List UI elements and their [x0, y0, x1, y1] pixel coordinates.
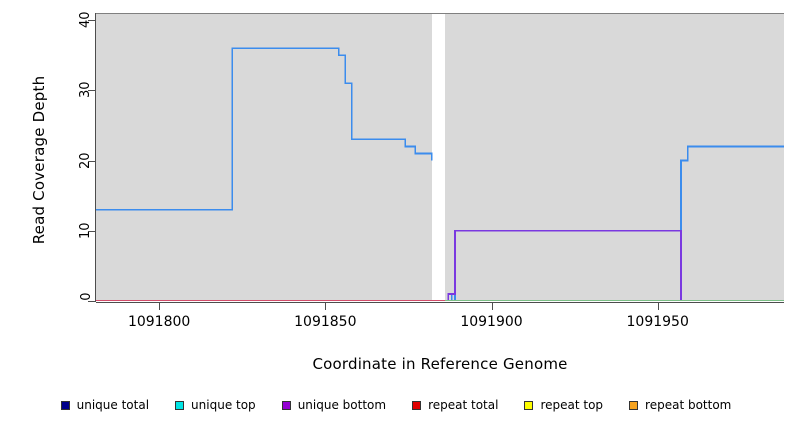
y-tick-mark — [88, 90, 95, 92]
legend-swatch-icon — [412, 400, 422, 410]
legend-label: repeat total — [428, 398, 499, 412]
legend-swatch-icon — [60, 400, 70, 410]
series-line-unique-bottom — [444, 229, 682, 301]
legend-label: unique top — [191, 398, 256, 412]
y-axis-line — [95, 13, 96, 302]
x-axis-title: Coordinate in Reference Genome — [312, 355, 568, 373]
no-data-gap-band — [431, 13, 445, 301]
legend-item-repeat-total[interactable]: repeat total — [412, 398, 498, 412]
y-tick-mark — [88, 230, 95, 232]
legend-swatch-icon — [524, 400, 534, 410]
legend-label: repeat bottom — [645, 398, 732, 412]
y-axis-title: Read Coverage Depth — [30, 75, 48, 245]
y-tick-label: 20 — [78, 152, 94, 169]
legend-label: repeat top — [540, 398, 604, 412]
legend-swatch-icon — [281, 400, 291, 410]
series-line-unique-total — [444, 145, 784, 301]
series-line-unique-total — [96, 47, 433, 211]
y-tick-mark — [88, 301, 95, 302]
legend-swatch-icon — [175, 400, 185, 410]
series-layer — [96, 47, 784, 301]
legend-item-repeat-top[interactable]: repeat top — [524, 398, 603, 412]
legend-swatch-icon — [629, 400, 639, 410]
legend-label: unique bottom — [297, 398, 387, 412]
legend-item-unique-top[interactable]: unique top — [175, 398, 256, 412]
x-tick-label: 1091900 — [460, 314, 523, 330]
y-tick-mark — [88, 20, 95, 22]
legend-item-unique-total[interactable]: unique total — [60, 398, 150, 412]
x-tick-mark — [159, 303, 161, 310]
legend-label: unique total — [76, 398, 150, 412]
x-tick-label: 1091850 — [294, 314, 357, 330]
x-tick-label: 1091800 — [127, 314, 191, 330]
x-axis-line — [96, 302, 784, 303]
chart-legend: unique total unique top unique bottom repea… — [0, 398, 792, 412]
y-tick-label: 30 — [78, 81, 94, 99]
legend-item-repeat-bottom[interactable]: repeat bottom — [629, 398, 731, 412]
x-tick-mark — [491, 303, 493, 310]
x-tick-mark — [325, 303, 327, 310]
y-tick-label: 0 — [78, 292, 94, 301]
y-tick-label: 10 — [78, 222, 94, 239]
y-tick-mark — [88, 160, 95, 162]
plot-panel — [96, 13, 784, 301]
x-tick-mark — [657, 303, 659, 310]
legend-item-unique-bottom[interactable]: unique bottom — [281, 398, 387, 412]
x-tick-label: 1091950 — [626, 314, 689, 330]
y-tick-label: 40 — [78, 11, 94, 29]
